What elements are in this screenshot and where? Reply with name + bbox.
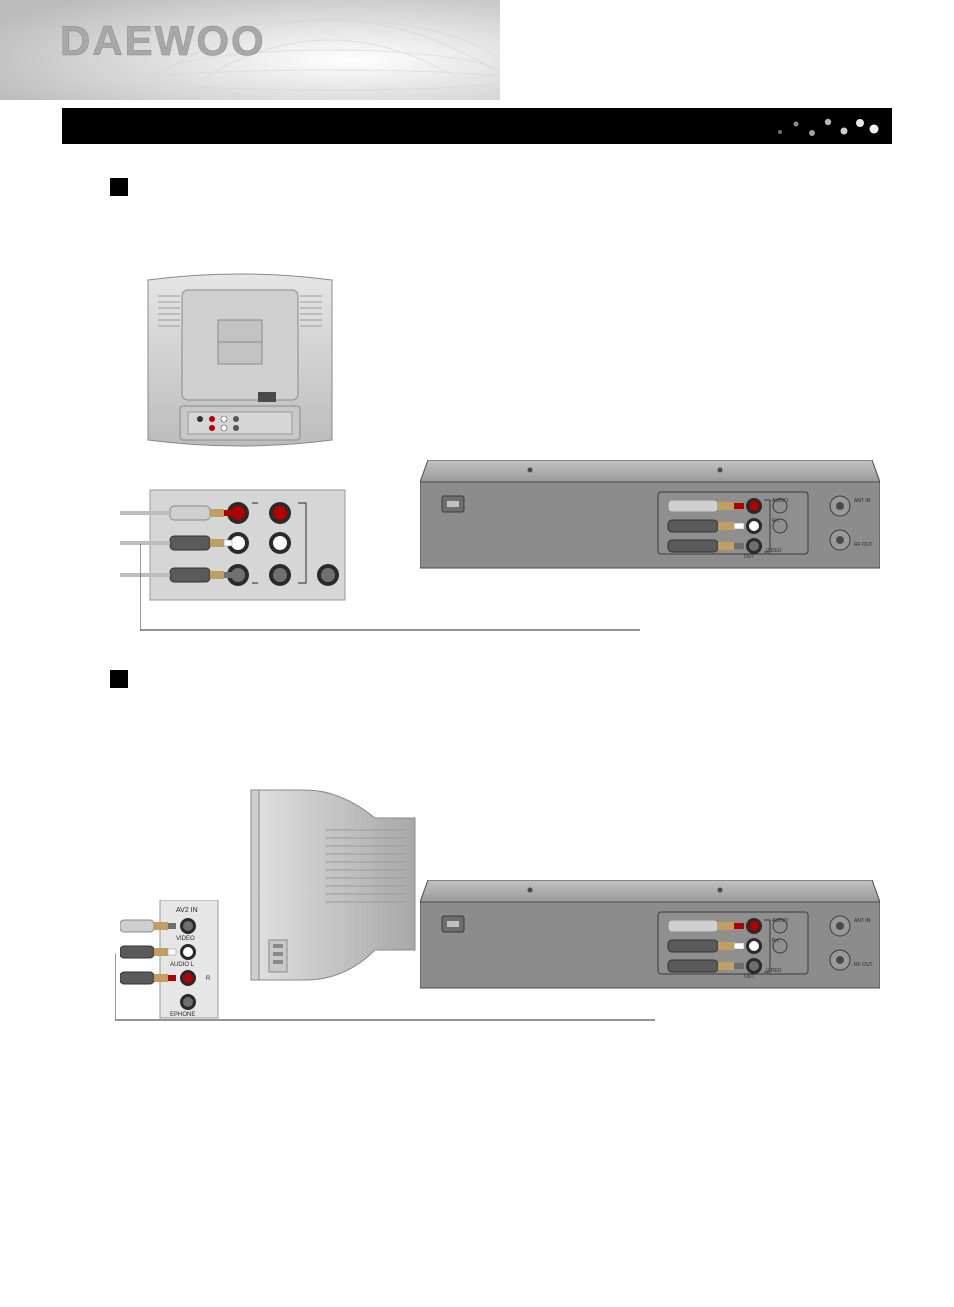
section-1-heading xyxy=(110,178,136,196)
vcr-label-antin: ANT IN xyxy=(854,498,871,504)
tv-side-illustration xyxy=(245,780,425,1010)
section-2-heading xyxy=(110,670,136,688)
av-rear-panel-closeup xyxy=(120,485,350,605)
vcr-label-rfout: RF OUT xyxy=(854,542,873,548)
av2-title: AV2 IN xyxy=(176,907,198,914)
vcr-label-out: OUT xyxy=(744,554,755,560)
tv-rear-illustration xyxy=(140,270,340,470)
vcr-rear-illustration-1: AUDIO R L VIDEO OUT ANT IN RF OUT xyxy=(420,460,880,580)
square-bullet-icon xyxy=(110,178,128,196)
av2-label-video: VIDEO xyxy=(176,936,195,942)
av2-side-panel-closeup: AV2 IN VIDEO AUDIO L R EPHONE xyxy=(120,900,220,1020)
vcr-rear-illustration-2: AUDIO R L VIDEO OUT ANT IN RF OUT xyxy=(420,880,880,1000)
vcr-label-audio: AUDIO xyxy=(772,498,788,504)
vcr2-label-video: VIDEO xyxy=(766,968,782,974)
logo-text: DAEWOO xyxy=(60,17,266,64)
vcr-label-rl: R L xyxy=(772,518,780,524)
vcr2-label-rl: R L xyxy=(772,938,780,944)
vcr-label-video: VIDEO xyxy=(766,548,782,554)
av2-label-ephone: EPHONE xyxy=(170,1012,195,1018)
header-logo-area: DAEWOO xyxy=(0,0,500,100)
vcr2-label-antin: ANT IN xyxy=(854,918,871,924)
square-bullet-icon xyxy=(110,670,128,688)
decorative-dots xyxy=(770,114,880,138)
title-bar xyxy=(62,108,892,144)
vcr2-label-rfout: RF OUT xyxy=(854,962,873,968)
av2-label-r: R xyxy=(206,976,211,982)
vcr2-label-out: OUT xyxy=(744,974,755,980)
av2-label-audio: AUDIO L xyxy=(170,962,195,968)
vcr2-label-audio: AUDIO xyxy=(772,918,788,924)
